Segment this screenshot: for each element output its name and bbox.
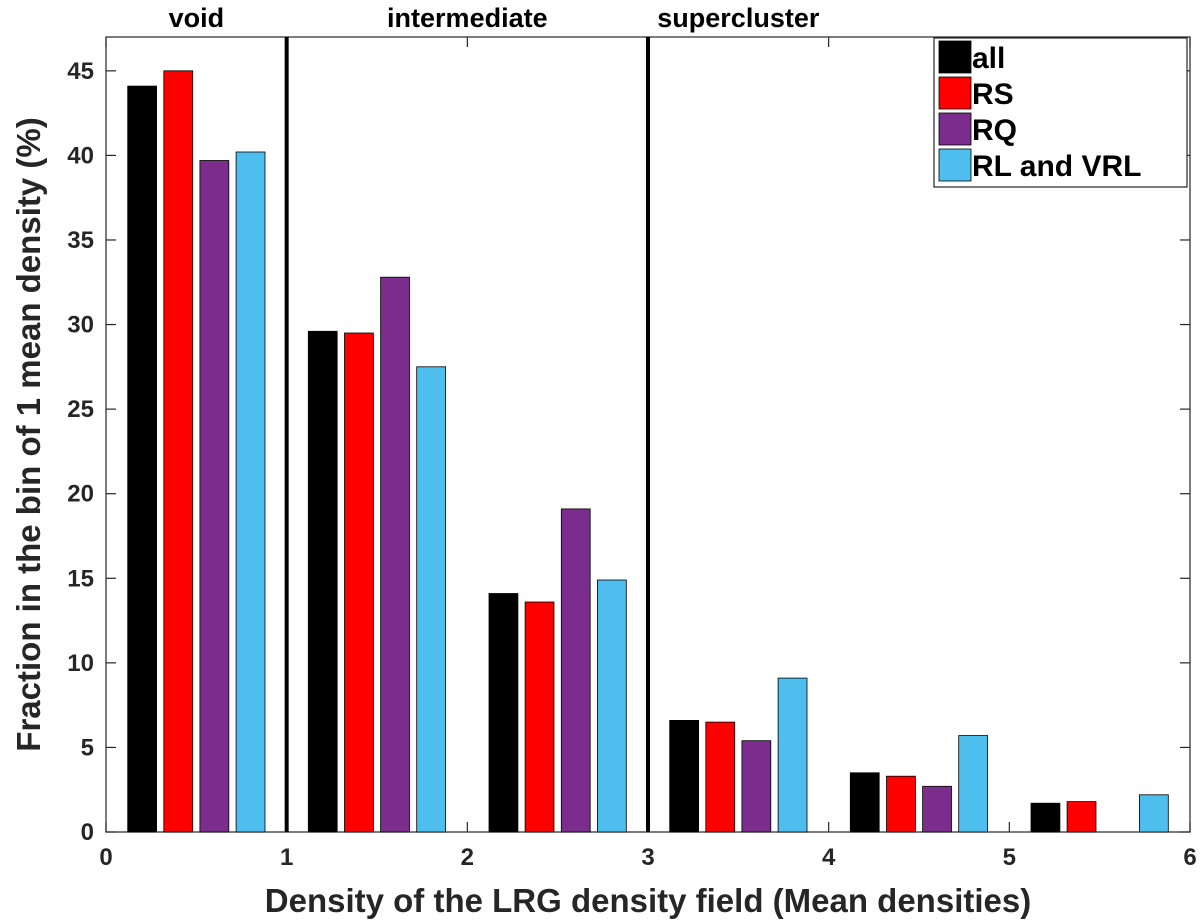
bar-all-bin-1: [127, 85, 157, 833]
bar-rq-bin-3: [560, 508, 591, 833]
bar-rs-bin-3: [524, 601, 555, 833]
y-tick-label: 10: [67, 650, 94, 677]
legend-box: [933, 37, 1188, 188]
bars: [127, 70, 1169, 833]
legend-label: RL and VRL: [972, 150, 1141, 183]
legend-swatch: [938, 148, 972, 182]
x-tick-label: 4: [822, 844, 836, 871]
x-tick-label: 5: [1003, 844, 1016, 871]
legend-label: RS: [972, 78, 1014, 111]
bar-rq-bin-4: [741, 740, 772, 833]
bar-all-bin-5: [849, 772, 880, 833]
legend-label: RQ: [972, 114, 1017, 147]
y-tick-label: 20: [67, 481, 94, 508]
bar-rs-bin-6: [1066, 801, 1097, 833]
x-axis-label: Density of the LRG density field (Mean d…: [265, 882, 1031, 919]
bar-rs-bin-5: [886, 775, 916, 833]
x-tick-label: 3: [641, 844, 654, 871]
bar-rl-and-vrl-bin-2: [416, 366, 447, 833]
region-label-void: void: [169, 3, 225, 33]
bar-rq-bin-5: [922, 785, 952, 833]
legend-label: all: [972, 42, 1005, 75]
bar-rq-bin-1: [199, 160, 230, 833]
legend-swatch: [938, 112, 972, 146]
y-tick-label: 30: [67, 312, 94, 339]
region-label-supercluster: supercluster: [657, 3, 820, 33]
y-tick-label: 25: [67, 396, 94, 423]
x-tick-label: 2: [461, 844, 474, 871]
y-tick-label: 45: [67, 58, 94, 85]
legend-swatch: [938, 76, 972, 110]
bar-rl-and-vrl-bin-5: [958, 735, 989, 833]
y-axis-label: Fraction in the bin of 1 mean density (%…: [10, 117, 47, 751]
y-tick-label: 40: [67, 142, 94, 169]
y-tick-label: 5: [81, 734, 94, 761]
x-tick-label: 0: [99, 844, 112, 871]
region-labels: void intermediate supercluster: [169, 3, 820, 33]
region-label-intermediate: intermediate: [387, 3, 548, 33]
bar-rl-and-vrl-bin-6: [1139, 794, 1169, 833]
y-tick-label: 15: [67, 565, 94, 592]
bar-rs-bin-2: [344, 332, 374, 833]
x-tick-label: 1: [280, 844, 293, 871]
region-dividers: [284, 37, 650, 832]
y-tick-labels: 0 5 10 15 20 25 30 35 40 45: [67, 58, 94, 846]
bar-rl-and-vrl-bin-1: [235, 151, 266, 833]
bar-rq-bin-2: [380, 276, 410, 833]
legend-swatch: [938, 40, 972, 74]
x-tick-labels: 0 1 2 3 4 5 6: [99, 844, 1196, 871]
bar-rl-and-vrl-bin-4: [777, 677, 808, 833]
bar-rs-bin-4: [705, 721, 736, 833]
bar-rl-and-vrl-bin-3: [597, 579, 627, 833]
bar-all-bin-3: [488, 593, 519, 833]
y-tick-label: 0: [81, 819, 94, 846]
bar-all-bin-4: [669, 720, 700, 833]
y-tick-label: 35: [67, 227, 94, 254]
x-tick-label: 6: [1183, 844, 1196, 871]
bar-rs-bin-1: [163, 70, 194, 833]
bar-all-bin-6: [1030, 802, 1061, 833]
bar-all-bin-2: [307, 330, 338, 833]
